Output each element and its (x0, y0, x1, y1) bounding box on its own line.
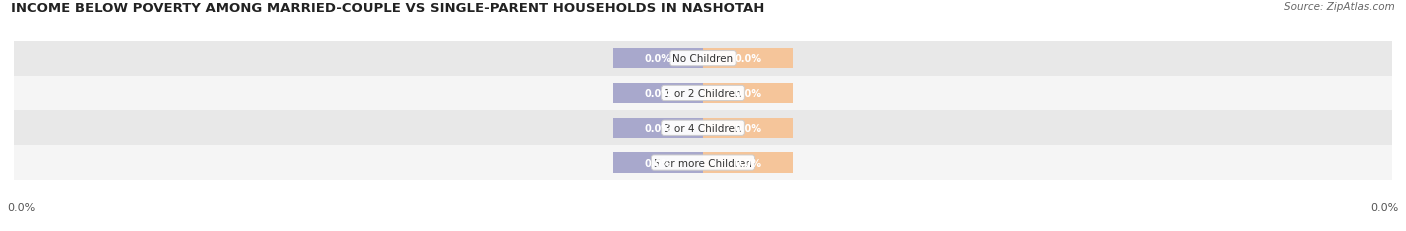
Text: 1 or 2 Children: 1 or 2 Children (664, 88, 742, 99)
Bar (613, 49, 703, 69)
Text: 3 or 4 Children: 3 or 4 Children (664, 123, 742, 133)
Bar (14, 111, 1392, 146)
Text: Source: ZipAtlas.com: Source: ZipAtlas.com (1284, 2, 1395, 12)
Text: No Children: No Children (672, 54, 734, 64)
Text: 0.0%: 0.0% (7, 203, 35, 213)
Text: 0.0%: 0.0% (734, 54, 761, 64)
Text: 5 or more Children: 5 or more Children (654, 158, 752, 168)
Text: 0.0%: 0.0% (645, 158, 672, 168)
Bar (613, 84, 703, 104)
Bar (703, 153, 793, 173)
Text: 0.0%: 0.0% (645, 54, 672, 64)
Bar (703, 118, 793, 138)
Bar (613, 118, 703, 138)
Text: 0.0%: 0.0% (645, 88, 672, 99)
Bar (613, 153, 703, 173)
Text: INCOME BELOW POVERTY AMONG MARRIED-COUPLE VS SINGLE-PARENT HOUSEHOLDS IN NASHOTA: INCOME BELOW POVERTY AMONG MARRIED-COUPL… (11, 2, 765, 15)
Bar (703, 84, 793, 104)
Bar (14, 76, 1392, 111)
Text: 0.0%: 0.0% (734, 88, 761, 99)
Text: 0.0%: 0.0% (734, 123, 761, 133)
Bar (14, 146, 1392, 180)
Bar (703, 49, 793, 69)
Bar (14, 42, 1392, 76)
Text: 0.0%: 0.0% (1371, 203, 1399, 213)
Text: 0.0%: 0.0% (734, 158, 761, 168)
Text: 0.0%: 0.0% (645, 123, 672, 133)
